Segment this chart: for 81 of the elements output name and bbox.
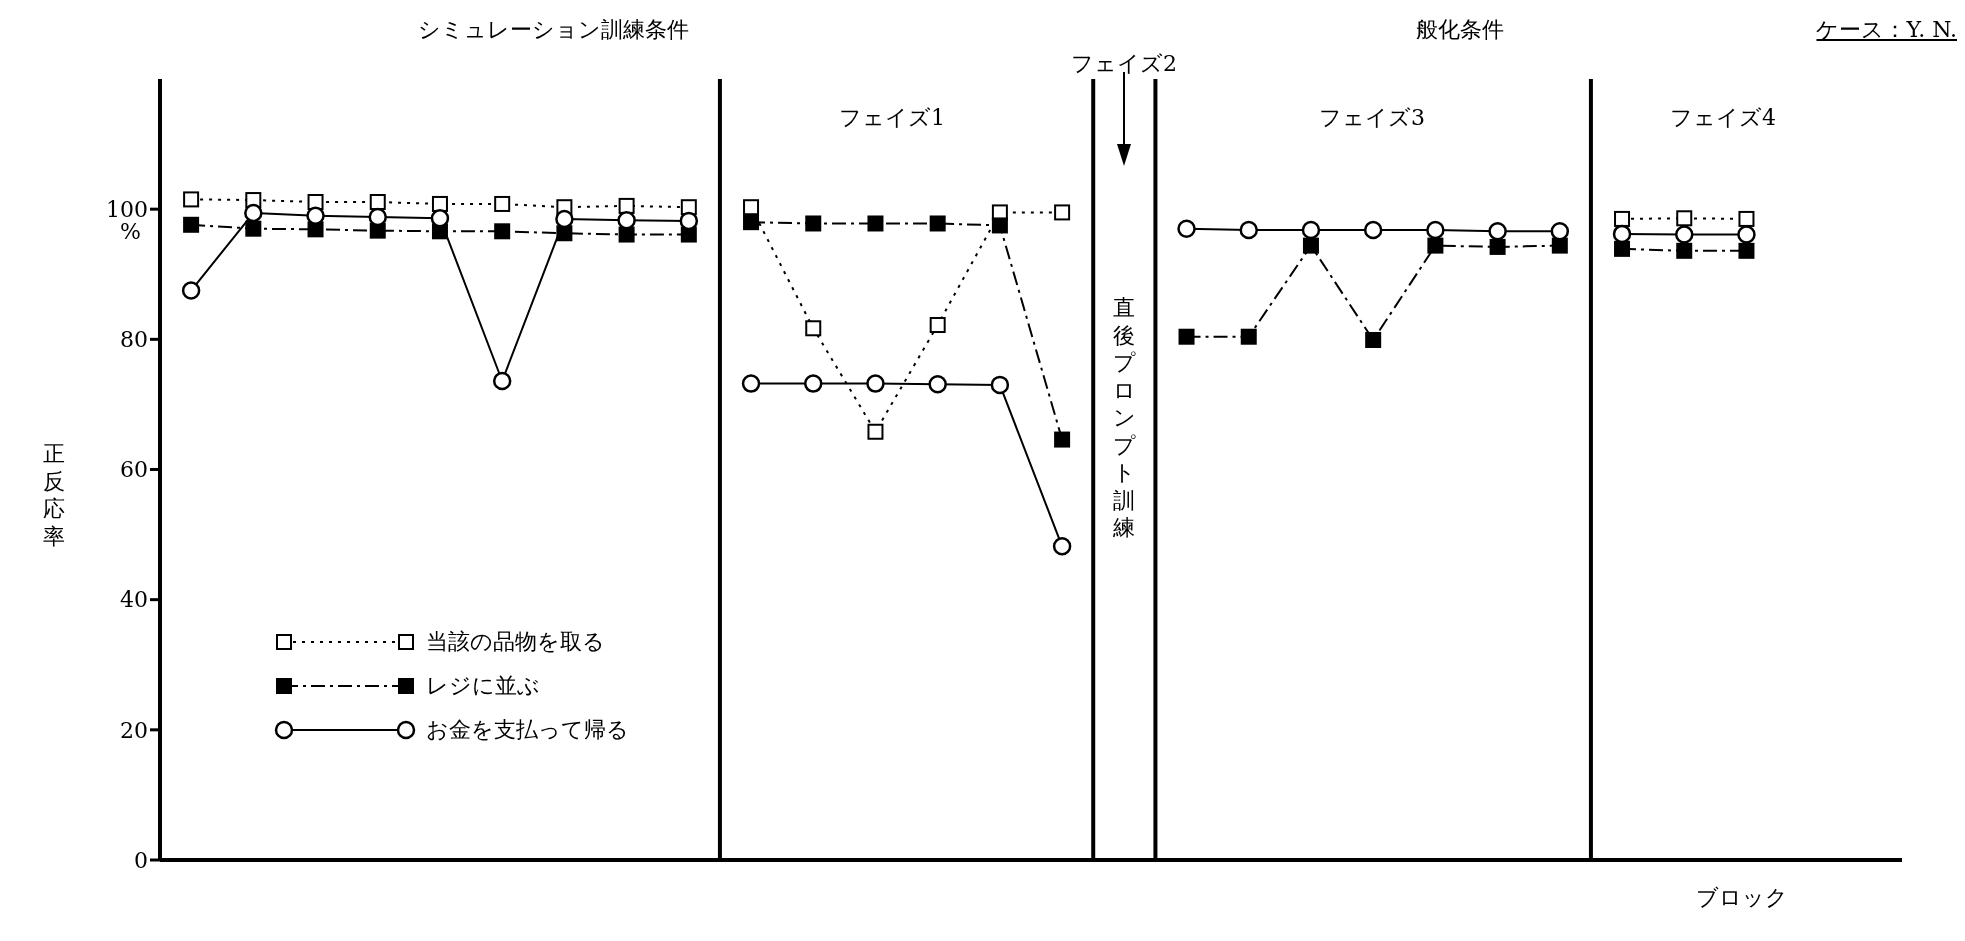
point	[617, 210, 636, 230]
point	[1612, 224, 1632, 244]
point	[1054, 431, 1071, 448]
y-tick-label: 80	[120, 327, 148, 353]
point	[1676, 242, 1693, 259]
point	[494, 195, 511, 212]
point	[1489, 238, 1506, 255]
point	[928, 374, 947, 394]
y-tick-label: 100	[106, 196, 148, 222]
point	[1614, 210, 1631, 227]
point	[1240, 328, 1257, 345]
point	[741, 374, 761, 393]
point	[1737, 225, 1756, 244]
point	[679, 211, 699, 231]
point	[805, 320, 822, 337]
annotation: フェイズ3	[1319, 105, 1425, 131]
y-tick-label: 0	[134, 847, 148, 873]
point	[618, 197, 635, 214]
point	[245, 220, 262, 237]
point	[1738, 242, 1755, 259]
point	[183, 191, 200, 208]
point	[431, 195, 448, 212]
point	[618, 226, 635, 243]
point	[1363, 220, 1383, 240]
point	[1738, 210, 1755, 227]
text: 般化条件	[1416, 17, 1504, 43]
point	[1302, 237, 1319, 254]
point	[805, 215, 822, 232]
point	[1365, 331, 1382, 348]
point	[1551, 237, 1568, 254]
chart-title: ケース：Y. N.	[1816, 17, 1957, 43]
text: %	[120, 219, 141, 245]
point	[430, 209, 450, 228]
y-axis-title: 正反応率	[42, 440, 66, 550]
y-tick-label: 20	[120, 717, 148, 743]
point	[1301, 220, 1321, 240]
point	[1239, 220, 1258, 240]
point	[183, 216, 200, 233]
y-tick-label: 60	[120, 457, 148, 483]
y-tick-label: 40	[120, 587, 148, 613]
point	[867, 423, 884, 440]
point	[743, 199, 760, 216]
text: 直後プロンプト訓練	[1112, 295, 1136, 540]
legend-label: 当該の品物を取る	[426, 628, 605, 656]
point	[369, 222, 386, 239]
point	[1550, 222, 1570, 241]
text: シミュレーション訓練条件	[417, 17, 689, 43]
point	[555, 209, 574, 229]
text: フェイズ2	[1071, 51, 1177, 77]
point	[181, 281, 201, 300]
point	[743, 214, 760, 231]
point	[929, 317, 946, 334]
point	[680, 226, 697, 243]
point	[866, 374, 885, 393]
point	[867, 215, 884, 232]
point	[494, 223, 511, 240]
point	[1488, 222, 1507, 241]
legend-label: お金を支払って帰る	[426, 716, 629, 744]
point	[804, 374, 823, 393]
point	[1052, 537, 1072, 556]
point	[306, 206, 325, 225]
annotation: フェイズ1	[839, 105, 945, 131]
point	[492, 371, 512, 391]
point	[1054, 204, 1071, 221]
point	[1177, 219, 1196, 238]
point	[1426, 220, 1445, 240]
point	[929, 215, 946, 232]
point	[368, 207, 387, 227]
point	[1178, 328, 1195, 345]
point	[1614, 240, 1631, 257]
point	[244, 203, 263, 223]
x-axis-title: ブロック	[1696, 885, 1788, 911]
point	[990, 375, 1010, 395]
legend-label: レジに並ぶ	[426, 672, 540, 700]
point	[369, 194, 386, 211]
point	[556, 225, 573, 242]
point	[1427, 237, 1444, 254]
point	[991, 217, 1008, 234]
point	[1675, 225, 1694, 244]
point	[1676, 210, 1693, 227]
annotation: フェイズ4	[1670, 105, 1776, 131]
